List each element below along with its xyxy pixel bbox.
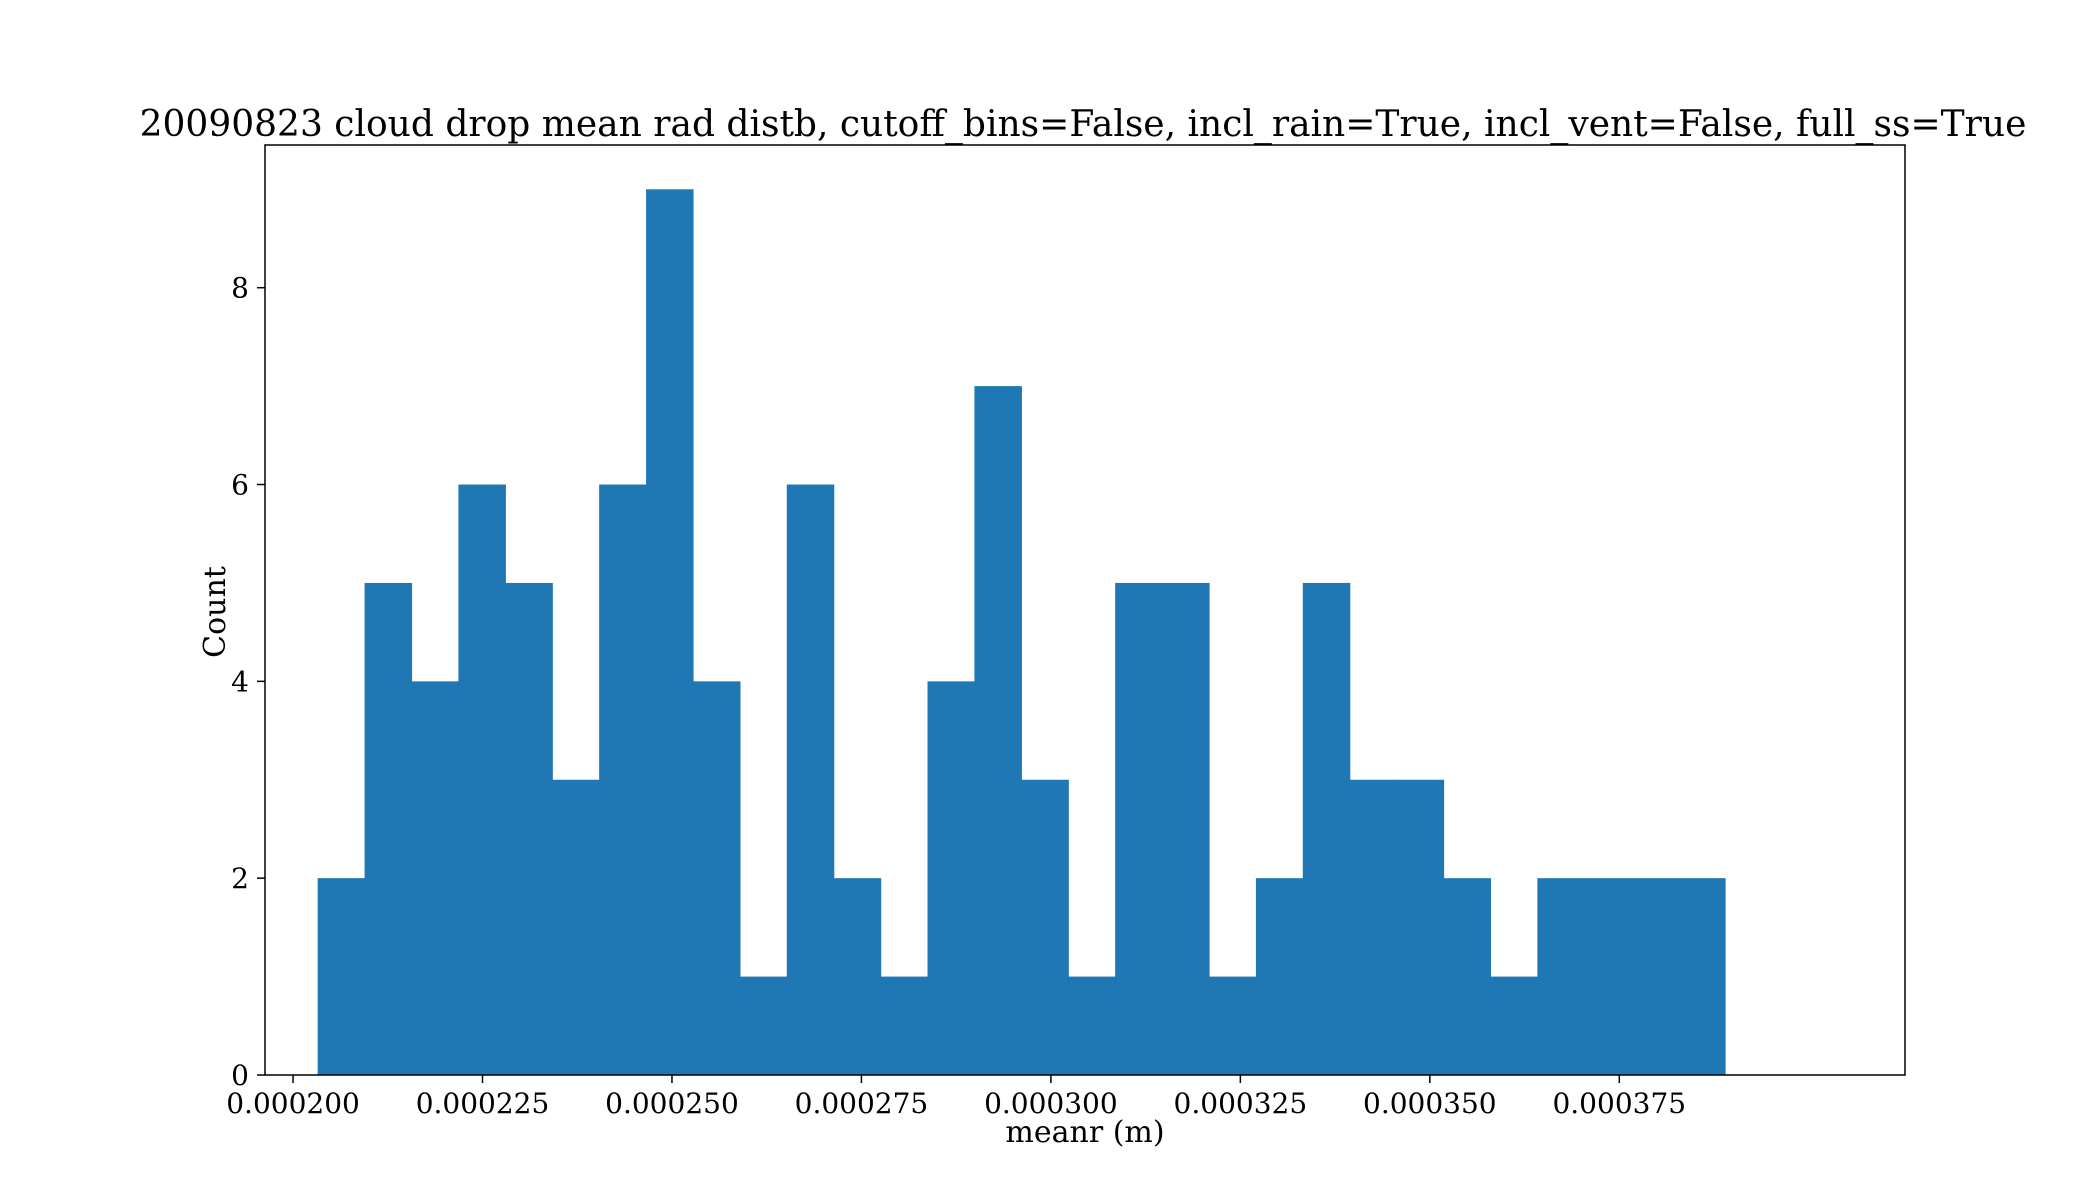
- histogram-bar: [1396, 779, 1445, 1075]
- histogram-bar: [1115, 582, 1163, 1075]
- bars-group: [317, 189, 1726, 1076]
- histogram-bar: [505, 582, 553, 1075]
- histogram-bar: [927, 681, 976, 1075]
- histogram-bar: [1584, 878, 1632, 1075]
- x-tick-label: 0.000250: [605, 1087, 739, 1120]
- histogram-bar: [1490, 976, 1538, 1075]
- y-tick-label: 8: [231, 272, 249, 305]
- histogram-bar: [411, 681, 459, 1075]
- y-tick-label: 0: [231, 1059, 249, 1092]
- histogram-bar: [880, 976, 929, 1075]
- histogram-bar: [1537, 878, 1585, 1075]
- histogram-bar: [1631, 878, 1679, 1075]
- histogram-bar: [1162, 582, 1210, 1075]
- histogram-bar: [1255, 878, 1304, 1075]
- histogram-bar: [1068, 976, 1116, 1075]
- chart-title: 20090823 cloud drop mean rad distb, cuto…: [140, 104, 2027, 145]
- x-tick-label: 0.000200: [226, 1087, 360, 1120]
- histogram-bar: [1443, 878, 1492, 1075]
- x-axis-title: meanr (m): [1005, 1115, 1164, 1150]
- histogram-bar: [458, 484, 506, 1075]
- x-tick-label: 0.000350: [1363, 1087, 1497, 1120]
- histogram-bar: [974, 386, 1022, 1075]
- y-axis-title: Count: [198, 566, 233, 658]
- histogram-bar: [739, 976, 788, 1075]
- x-tick-label: 0.000375: [1552, 1087, 1686, 1120]
- y-tick-label: 2: [231, 862, 249, 895]
- histogram-bar: [1349, 779, 1398, 1075]
- histogram-bar: [1678, 878, 1726, 1075]
- x-tick-label: 0.000275: [795, 1087, 929, 1120]
- x-tick-label: 0.000300: [984, 1087, 1118, 1120]
- histogram-bar: [317, 878, 366, 1075]
- x-axis-ticks: 0.000200 0.000225 0.000250 0.000275 0.000300…: [226, 1075, 1686, 1120]
- histogram-bar: [1302, 582, 1351, 1075]
- y-axis-ticks: 0 2 4 6 8: [231, 272, 265, 1092]
- y-tick-label: 6: [231, 469, 249, 502]
- x-tick-label: 0.000325: [1174, 1087, 1308, 1120]
- histogram-bar: [786, 484, 835, 1075]
- histogram-bar: [552, 779, 600, 1075]
- histogram-bar: [1021, 779, 1069, 1075]
- histogram-bar: [599, 484, 647, 1075]
- histogram-bar: [364, 582, 413, 1075]
- histogram-bar: [692, 681, 741, 1075]
- y-tick-label: 4: [231, 665, 249, 698]
- histogram-bar: [1208, 976, 1257, 1075]
- histogram-bar: [646, 189, 694, 1076]
- plot-area-frame: [264, 144, 1906, 1076]
- x-tick-label: 0.000225: [416, 1087, 550, 1120]
- histogram-bar: [833, 878, 882, 1075]
